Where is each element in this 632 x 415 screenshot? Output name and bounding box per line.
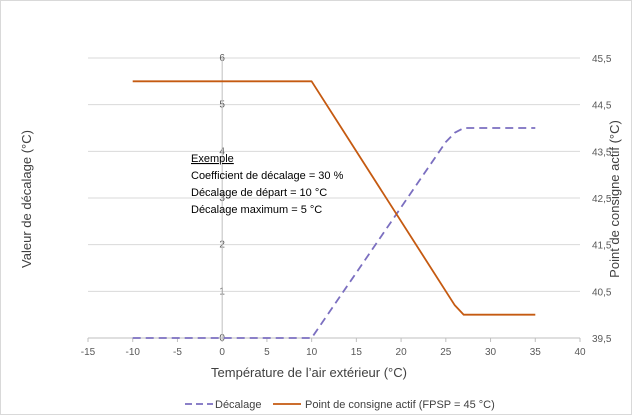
annotation-line-1: Coefficient de décalage = 30 % bbox=[191, 170, 344, 182]
y-right-tick-label: 43,5 bbox=[592, 147, 612, 158]
annotation-line-3: Décalage maximum = 5 °C bbox=[191, 204, 322, 216]
y-right-tick-label: 45,5 bbox=[592, 54, 612, 65]
x-tick-label: 15 bbox=[351, 347, 363, 358]
y-right-tick-label: 40,5 bbox=[592, 287, 612, 298]
x-axis-title: Température de l’air extérieur (°C) bbox=[211, 365, 407, 380]
x-tick-label: -10 bbox=[126, 347, 141, 358]
y-right-tick-label: 44,5 bbox=[592, 101, 612, 112]
x-tick-label: 20 bbox=[396, 347, 408, 358]
x-tick-label: -15 bbox=[81, 347, 96, 358]
annotation-line-2: Décalage de départ = 10 °C bbox=[191, 187, 327, 199]
grid-layer bbox=[88, 57, 580, 292]
legend-label-decalage: Décalage bbox=[215, 399, 261, 411]
series-layer bbox=[132, 80, 536, 339]
y-right-tick-label: 42,5 bbox=[592, 194, 612, 205]
y-right-axis-title: Point de consigne actif (°C) bbox=[607, 120, 622, 278]
x-tick-label: 35 bbox=[530, 347, 542, 358]
x-tick-label: -5 bbox=[173, 347, 182, 358]
y-left-axis-title: Valeur de décalage (°C) bbox=[19, 130, 34, 268]
x-tick-label: 0 bbox=[219, 347, 225, 358]
x-tick-label: 5 bbox=[264, 347, 270, 358]
y-right-tick-label: 39,5 bbox=[592, 334, 612, 345]
x-tick-label: 25 bbox=[440, 347, 452, 358]
legend-label-consigne: Point de consigne actif (FPSP = 45 °C) bbox=[305, 399, 495, 411]
x-tick-label: 30 bbox=[485, 347, 497, 358]
series-line-0 bbox=[132, 127, 536, 339]
axis-layer: 012345639,540,541,542,543,544,545,5-15-1… bbox=[81, 53, 612, 358]
series-line-1 bbox=[132, 80, 536, 316]
annotation-title: Exemple bbox=[191, 153, 234, 165]
y-right-tick-label: 41,5 bbox=[592, 241, 612, 252]
x-tick-label: 10 bbox=[306, 347, 318, 358]
x-tick-label: 40 bbox=[574, 347, 586, 358]
legend: Décalage Point de consigne actif (FPSP =… bbox=[185, 399, 495, 411]
annotation-box: Exemple Coefficient de décalage = 30 % D… bbox=[191, 153, 344, 216]
